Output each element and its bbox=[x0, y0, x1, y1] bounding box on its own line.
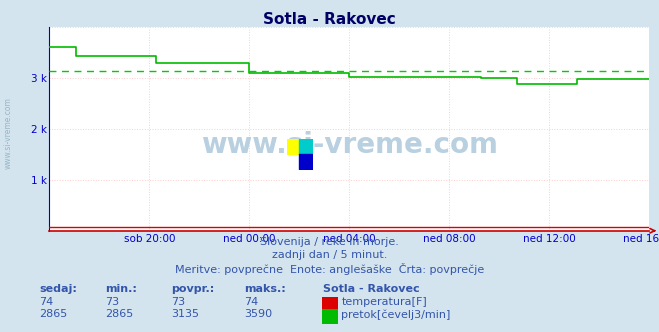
Text: maks.:: maks.: bbox=[244, 284, 285, 294]
Text: Slovenija / reke in morje.: Slovenija / reke in morje. bbox=[260, 237, 399, 247]
Text: 73: 73 bbox=[105, 297, 119, 307]
Text: Meritve: povprečne  Enote: anglešaške  Črta: povprečje: Meritve: povprečne Enote: anglešaške Črt… bbox=[175, 263, 484, 275]
Text: 3590: 3590 bbox=[244, 309, 272, 319]
Text: pretok[čevelj3/min]: pretok[čevelj3/min] bbox=[341, 309, 451, 320]
Text: 74: 74 bbox=[244, 297, 258, 307]
Text: Sotla - Rakovec: Sotla - Rakovec bbox=[323, 284, 420, 294]
Text: 2865: 2865 bbox=[40, 309, 68, 319]
Text: 2865: 2865 bbox=[105, 309, 134, 319]
Text: 73: 73 bbox=[171, 297, 185, 307]
Text: temperatura[F]: temperatura[F] bbox=[341, 297, 427, 307]
Text: min.:: min.: bbox=[105, 284, 137, 294]
Text: zadnji dan / 5 minut.: zadnji dan / 5 minut. bbox=[272, 250, 387, 260]
Text: Sotla - Rakovec: Sotla - Rakovec bbox=[263, 12, 396, 27]
Text: www.si-vreme.com: www.si-vreme.com bbox=[201, 131, 498, 159]
Text: povpr.:: povpr.: bbox=[171, 284, 215, 294]
Text: 74: 74 bbox=[40, 297, 54, 307]
Text: sedaj:: sedaj: bbox=[40, 284, 77, 294]
Text: www.si-vreme.com: www.si-vreme.com bbox=[4, 97, 13, 169]
Text: 3135: 3135 bbox=[171, 309, 199, 319]
